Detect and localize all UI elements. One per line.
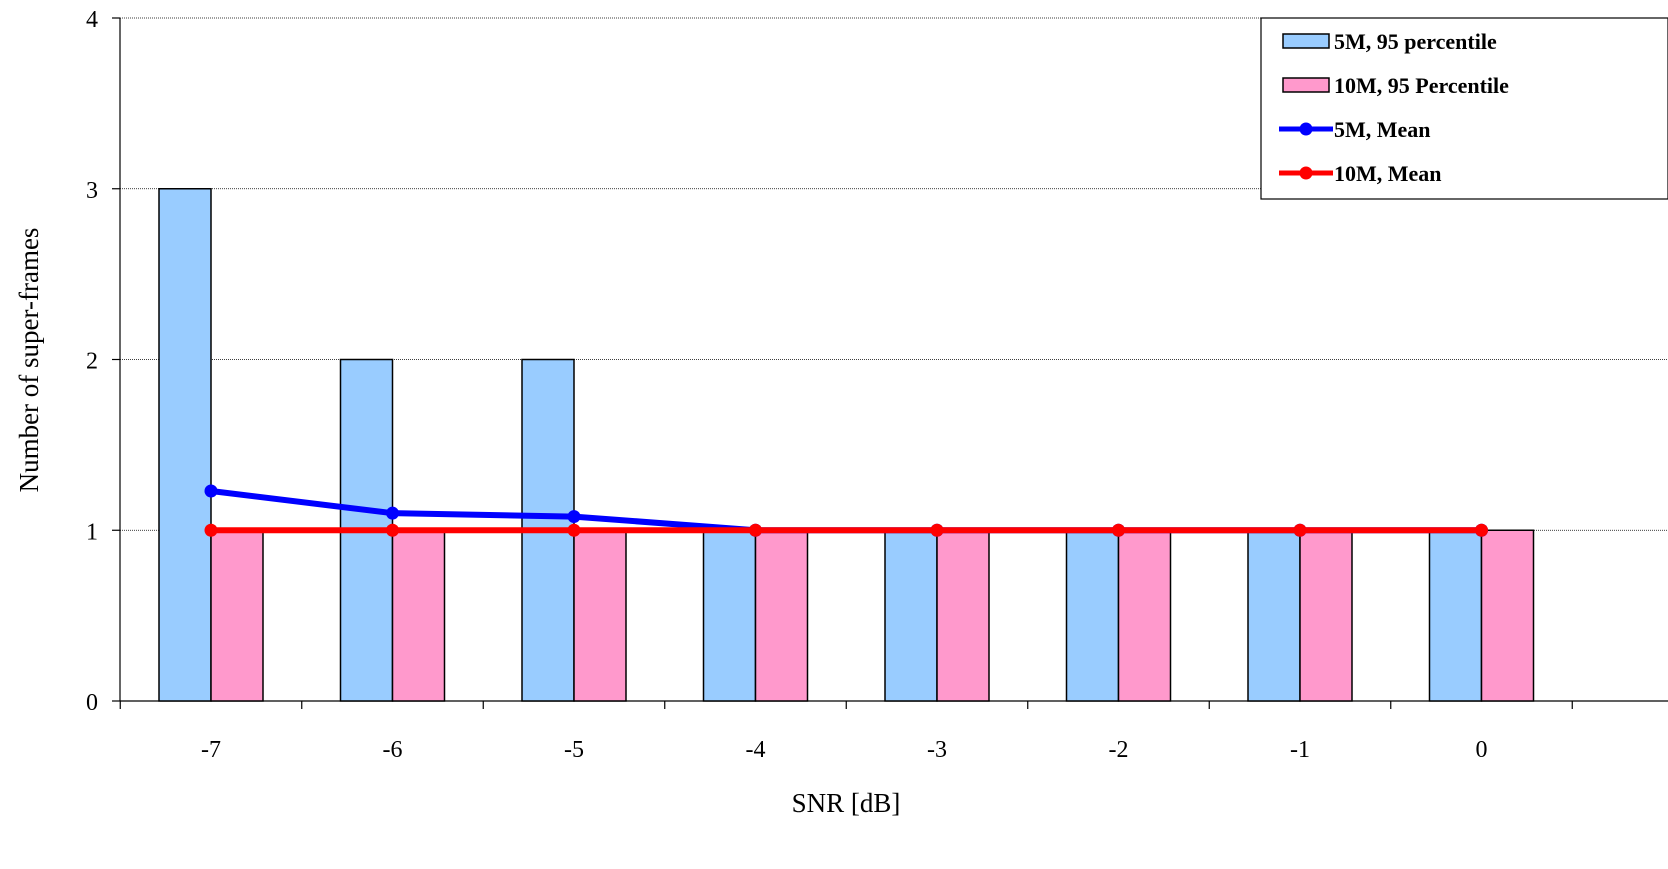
y-tick-label: 3 [86, 178, 98, 204]
point-10m-mean [386, 523, 399, 537]
bar-5m [1065, 529, 1120, 702]
bar-5m [158, 188, 212, 702]
legend-label: 10M, Mean [1334, 161, 1442, 186]
legend-swatch-marker [1299, 122, 1313, 136]
point-10m-mean [567, 523, 581, 537]
y-tick-label: 1 [86, 519, 98, 545]
y-axis-title: Number of super-frames [14, 228, 44, 493]
x-tick-label: -7 [201, 737, 221, 763]
point-10m-mean [1475, 523, 1488, 537]
bar-10m [1117, 529, 1172, 702]
x-tick-label: -2 [1109, 737, 1129, 763]
bar-10m [573, 529, 627, 702]
legend-swatch-bar [1282, 77, 1330, 93]
bar-10m [1480, 529, 1535, 702]
point-10m-mean [1112, 523, 1125, 537]
point-10m-mean [204, 523, 218, 537]
x-tick-label: 0 [1476, 737, 1488, 763]
bars [158, 188, 1535, 702]
point-5m-mean [567, 510, 581, 524]
point-5m-mean [204, 484, 218, 498]
legend-label: 5M, 95 percentile [1334, 29, 1497, 54]
tick-labels: 0 1 2 3 4 -7 -6 -5 -4 -3 -2 -1 0 [86, 7, 1488, 763]
legend-label: 5M, Mean [1334, 117, 1431, 142]
bar-10m [210, 529, 264, 702]
bar-5m [1428, 529, 1483, 702]
y-tick-label: 0 [86, 690, 98, 716]
legend-label: 10M, 95 Percentile [1334, 73, 1509, 98]
y-tick-label: 2 [86, 349, 98, 375]
point-10m-mean [749, 523, 762, 537]
bar-5m [1247, 529, 1301, 702]
bar-10m [391, 529, 446, 702]
bar-10m [754, 529, 809, 702]
legend-swatch-bar [1282, 33, 1330, 49]
x-tick-label: -1 [1290, 737, 1310, 763]
bar-10m [936, 529, 990, 702]
point-5m-mean [386, 506, 399, 520]
x-tick-label: -6 [383, 737, 403, 763]
x-tick-label: -3 [927, 737, 947, 763]
x-axis-title: SNR [dB] [792, 788, 901, 818]
legend: 5M, 95 percentile 10M, 95 Percentile 5M, M… [1260, 17, 1668, 200]
y-tick-label: 4 [86, 7, 98, 33]
lines [204, 484, 1488, 537]
legend-swatch-marker [1299, 166, 1313, 180]
point-10m-mean [1293, 523, 1307, 537]
x-tick-label: -5 [564, 737, 584, 763]
x-tick-label: -4 [746, 737, 766, 763]
bar-5m [884, 529, 938, 702]
line-5m-mean [210, 487, 1482, 534]
bar-10m [1299, 529, 1353, 702]
point-10m-mean [930, 523, 944, 537]
bar-5m [702, 529, 757, 702]
